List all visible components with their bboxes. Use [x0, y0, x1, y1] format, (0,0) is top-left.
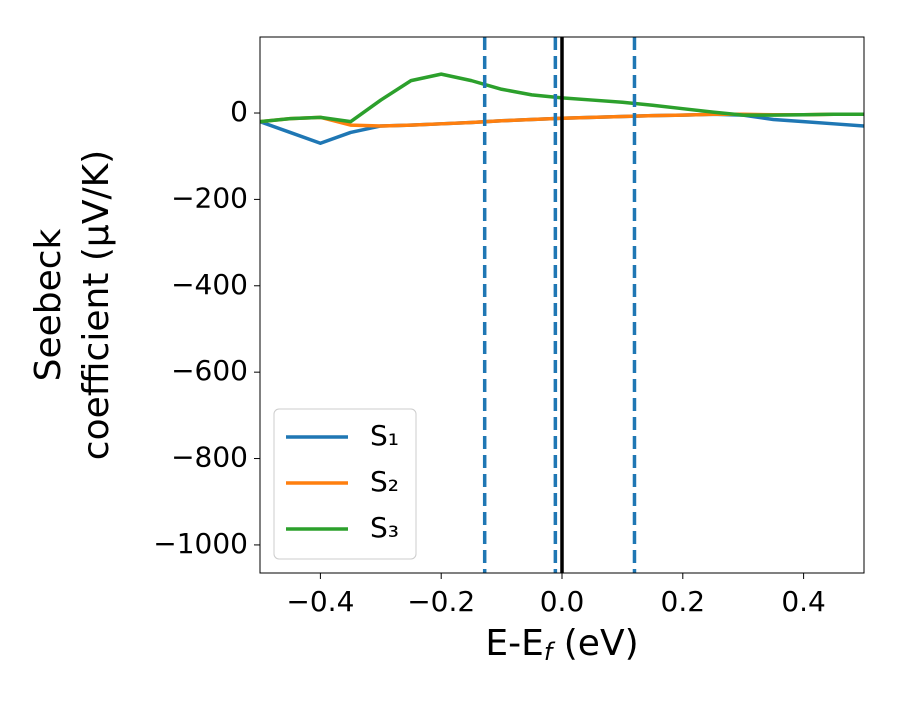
- y-axis-label: Seebeck coefficient (μV/K): [28, 150, 117, 460]
- y-tick-label: −400: [171, 268, 248, 301]
- plot-area: [260, 37, 864, 573]
- x-tick-label: 0.2: [661, 585, 706, 618]
- y-label-line: Seebeck: [28, 228, 69, 381]
- y-tick-label: −200: [171, 181, 248, 214]
- legend-label: S₂: [370, 465, 399, 498]
- y-tick-label: −600: [171, 354, 248, 387]
- y-tick-label: 0: [230, 95, 248, 128]
- y-tick-label: −800: [171, 441, 248, 474]
- x-label-tail: (eV): [552, 623, 638, 664]
- x-tick-label: 0.0: [540, 585, 585, 618]
- legend-label: S₃: [370, 511, 399, 544]
- x-axis-label: E-Ef (eV): [485, 623, 638, 666]
- x-tick-label: 0.4: [781, 585, 826, 618]
- y-label-line: coefficient (μV/K): [76, 150, 117, 460]
- legend-label: S₁: [370, 419, 399, 452]
- y-tick-label: −1000: [153, 527, 248, 560]
- x-label-main: E-E: [485, 623, 543, 664]
- x-tick-label: −0.2: [407, 585, 475, 618]
- x-tick-label: −0.4: [286, 585, 354, 618]
- plot-frame: [259, 36, 865, 574]
